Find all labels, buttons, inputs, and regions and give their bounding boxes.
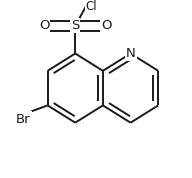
Text: Br: Br — [16, 113, 31, 126]
Text: O: O — [39, 19, 49, 32]
Text: O: O — [101, 19, 112, 32]
Text: Cl: Cl — [86, 0, 97, 13]
Text: S: S — [71, 19, 79, 32]
Text: N: N — [126, 47, 135, 60]
